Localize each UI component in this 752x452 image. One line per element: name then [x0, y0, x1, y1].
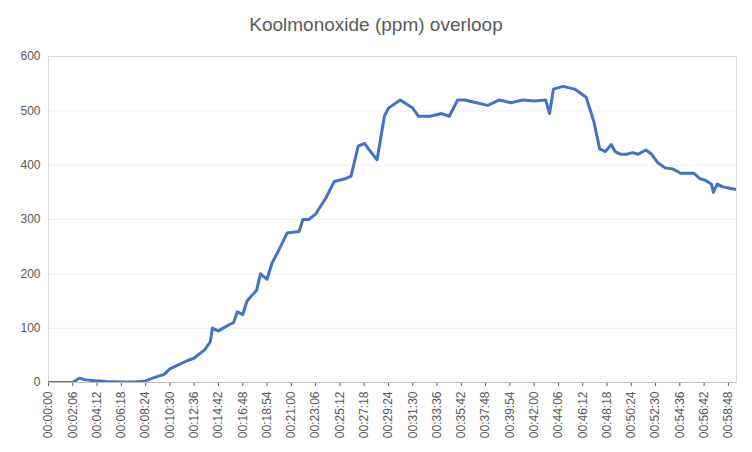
svg-text:500: 500 [20, 104, 40, 118]
svg-text:00:31:30: 00:31:30 [406, 391, 420, 438]
svg-text:00:02:06: 00:02:06 [66, 391, 80, 438]
svg-text:00:48:18: 00:48:18 [600, 391, 614, 438]
svg-text:00:21:00: 00:21:00 [284, 391, 298, 438]
svg-text:00:46:12: 00:46:12 [576, 391, 590, 438]
svg-text:00:27:18: 00:27:18 [357, 391, 371, 438]
svg-text:400: 400 [20, 158, 40, 172]
svg-text:00:56:42: 00:56:42 [697, 391, 711, 438]
svg-text:00:37:48: 00:37:48 [478, 391, 492, 438]
svg-text:00:10:30: 00:10:30 [163, 391, 177, 438]
svg-text:300: 300 [20, 212, 40, 226]
svg-text:00:16:48: 00:16:48 [236, 391, 250, 438]
svg-text:00:06:18: 00:06:18 [114, 391, 128, 438]
svg-text:200: 200 [20, 267, 40, 281]
svg-text:00:18:54: 00:18:54 [260, 391, 274, 438]
svg-text:00:25:12: 00:25:12 [333, 391, 347, 438]
svg-text:00:52:30: 00:52:30 [648, 391, 662, 438]
svg-text:00:33:36: 00:33:36 [430, 391, 444, 438]
svg-text:00:58:48: 00:58:48 [721, 391, 735, 438]
svg-text:00:00:00: 00:00:00 [41, 391, 55, 438]
svg-text:00:54:36: 00:54:36 [673, 391, 687, 438]
html-text:Koolmonoxide (ppm) overloop: Koolmonoxide (ppm) overloop [249, 14, 503, 35]
svg-text:00:35:42: 00:35:42 [454, 391, 468, 438]
svg-text:100: 100 [20, 321, 40, 335]
svg-text:00:42:00: 00:42:00 [527, 391, 541, 438]
svg-text:00:44:06: 00:44:06 [551, 391, 565, 438]
svg-text:00:08:24: 00:08:24 [138, 391, 152, 438]
svg-text:00:12:36: 00:12:36 [187, 391, 201, 438]
svg-text:600: 600 [20, 49, 40, 63]
svg-text:00:50:24: 00:50:24 [624, 391, 638, 438]
svg-text:00:23:06: 00:23:06 [308, 391, 322, 438]
svg-text:00:04:12: 00:04:12 [90, 391, 104, 438]
svg-text:00:39:54: 00:39:54 [503, 391, 517, 438]
svg-text:0: 0 [34, 375, 41, 389]
svg-text:00:14:42: 00:14:42 [211, 391, 225, 438]
svg-text:00:29:24: 00:29:24 [381, 391, 395, 438]
